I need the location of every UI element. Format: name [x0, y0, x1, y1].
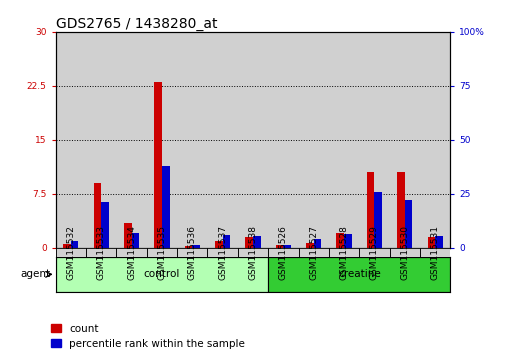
Bar [283, 245, 290, 248]
Bar [343, 234, 351, 248]
FancyBboxPatch shape [146, 248, 177, 257]
Text: GSM115532: GSM115532 [66, 225, 75, 280]
Bar [93, 183, 101, 248]
Bar [245, 237, 252, 248]
Text: GSM115538: GSM115538 [248, 225, 257, 280]
Text: GSM115528: GSM115528 [339, 225, 348, 280]
Bar [63, 244, 71, 248]
Bar [131, 233, 139, 248]
FancyBboxPatch shape [298, 248, 328, 257]
Bar [359, 32, 389, 248]
Bar [366, 172, 374, 248]
Bar [222, 235, 230, 248]
FancyBboxPatch shape [86, 248, 116, 257]
Bar [328, 32, 359, 248]
FancyBboxPatch shape [389, 248, 419, 257]
FancyBboxPatch shape [419, 248, 449, 257]
Bar [275, 245, 283, 248]
Bar [434, 236, 442, 248]
FancyBboxPatch shape [328, 248, 359, 257]
Text: GSM115536: GSM115536 [187, 225, 196, 280]
Legend: count, percentile rank within the sample: count, percentile rank within the sample [50, 324, 245, 349]
Text: creatine: creatine [337, 269, 380, 279]
Bar [146, 32, 177, 248]
FancyBboxPatch shape [116, 248, 146, 257]
Bar [86, 32, 116, 248]
FancyBboxPatch shape [359, 248, 389, 257]
FancyBboxPatch shape [268, 248, 298, 257]
Bar [336, 233, 343, 248]
Text: GSM115537: GSM115537 [218, 225, 227, 280]
Bar [71, 241, 78, 248]
Bar [268, 32, 298, 248]
Bar [237, 32, 268, 248]
Bar [207, 32, 237, 248]
Text: control: control [143, 269, 180, 279]
Bar [162, 166, 169, 248]
Bar [306, 243, 313, 248]
Text: agent: agent [20, 269, 50, 279]
Bar [396, 172, 404, 248]
Bar [101, 202, 109, 248]
Bar [427, 237, 434, 248]
Bar [154, 82, 162, 248]
Bar [56, 32, 86, 248]
Text: GSM115534: GSM115534 [127, 225, 136, 280]
FancyBboxPatch shape [177, 248, 207, 257]
Text: GSM115527: GSM115527 [309, 225, 318, 280]
Bar [313, 239, 321, 248]
Bar [116, 32, 146, 248]
Text: GSM115529: GSM115529 [369, 225, 378, 280]
Text: GSM115526: GSM115526 [278, 225, 287, 280]
Bar [252, 236, 260, 248]
Text: GSM115531: GSM115531 [430, 225, 439, 280]
Bar [374, 192, 381, 248]
Bar [404, 200, 412, 248]
Text: GSM115535: GSM115535 [157, 225, 166, 280]
Bar [124, 223, 131, 248]
Text: GSM115533: GSM115533 [96, 225, 106, 280]
FancyBboxPatch shape [56, 248, 86, 257]
Bar [184, 246, 192, 248]
Text: GDS2765 / 1438280_at: GDS2765 / 1438280_at [56, 17, 217, 31]
Bar [192, 245, 199, 248]
FancyBboxPatch shape [237, 248, 268, 257]
Bar [419, 32, 449, 248]
FancyBboxPatch shape [207, 248, 237, 257]
Bar [298, 32, 328, 248]
Bar [215, 241, 222, 248]
Text: GSM115530: GSM115530 [399, 225, 409, 280]
Bar [56, 257, 268, 292]
Bar [177, 32, 207, 248]
Bar [389, 32, 419, 248]
Bar [268, 257, 449, 292]
